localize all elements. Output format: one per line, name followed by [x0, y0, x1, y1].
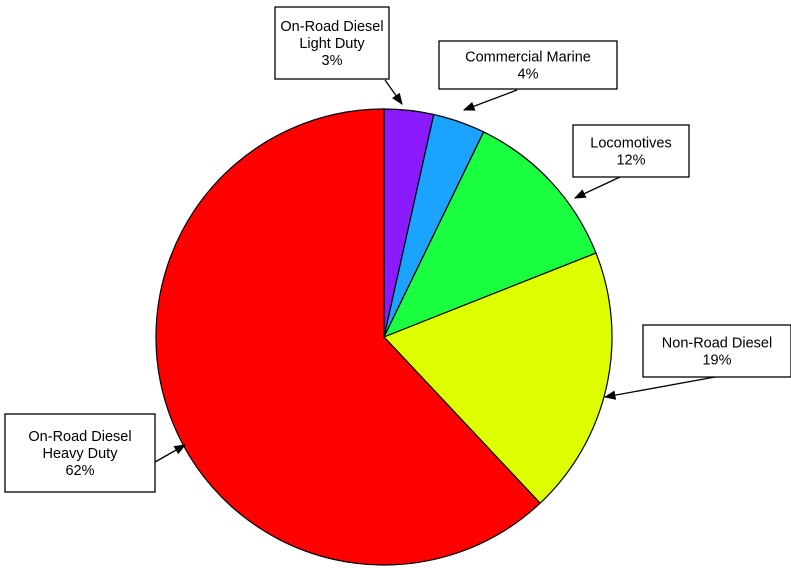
callout-text: 12% — [616, 153, 645, 169]
callout-text: Locomotives — [590, 136, 671, 152]
pie-slices — [155, 108, 613, 566]
callout-text: Commercial Marine — [465, 50, 591, 66]
callout-text: Non-Road Diesel — [662, 336, 772, 352]
callout-text: 4% — [518, 67, 539, 83]
callout-box — [4, 413, 156, 493]
callout-arrow — [462, 89, 518, 111]
callout-text: On-Road Diesel — [280, 19, 383, 35]
callout-box — [642, 324, 791, 378]
callout-text: 19% — [702, 353, 731, 369]
callout-arrow — [573, 176, 621, 199]
callout-arrow — [384, 79, 403, 105]
callout-text: Light Duty — [299, 36, 365, 52]
callout-text: Heavy Duty — [43, 446, 119, 462]
pie-slice — [382, 252, 613, 505]
callout-box — [274, 6, 390, 80]
pie-slice — [382, 131, 597, 339]
callout-arrow — [603, 376, 716, 400]
callout-box — [438, 40, 618, 90]
pie-slice — [155, 108, 541, 566]
callout-text: 3% — [322, 53, 343, 69]
callout-arrow — [154, 444, 187, 463]
callout-text: 62% — [65, 463, 94, 479]
callout-text: On-Road Diesel — [28, 429, 131, 445]
callout-box — [572, 124, 690, 178]
